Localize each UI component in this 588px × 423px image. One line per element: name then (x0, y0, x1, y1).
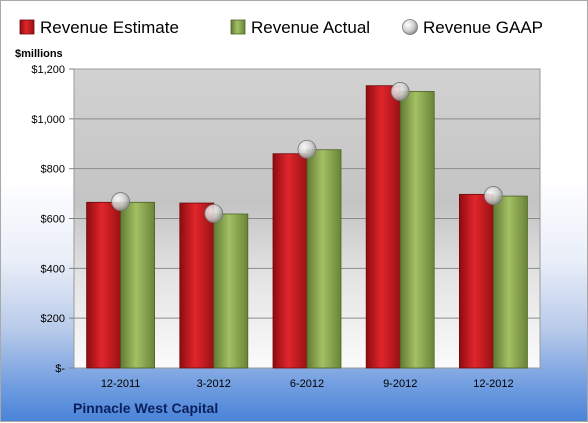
legend-label: Revenue GAAP (423, 18, 543, 37)
legend-label: Revenue Actual (251, 18, 370, 37)
y-tick-label: $- (55, 363, 65, 375)
x-tick-label: 12-2011 (101, 378, 141, 390)
bar-revenue-estimate (272, 153, 308, 369)
bars (86, 85, 528, 369)
y-tick-label: $600 (41, 214, 65, 226)
marker-revenue-gaap (483, 186, 503, 205)
bar-revenue-estimate (365, 85, 401, 369)
bar-revenue-actual (213, 213, 249, 369)
marker-revenue-gaap (297, 139, 317, 159)
y-tick-label: $800 (41, 164, 65, 176)
company-name: Pinnacle West Capital (73, 400, 218, 416)
x-tick-labels: 12-2011 3-2012 6-2012 9-2012 12-2012 (101, 378, 514, 390)
bar-revenue-actual (120, 201, 155, 369)
gaap-markers (111, 82, 503, 223)
x-tick-label: 12-2012 (473, 378, 513, 390)
marker-revenue-gaap (111, 192, 130, 211)
legend-swatch (19, 19, 35, 35)
y-tick-labels: $- $200 $400 $600 $800 $1,000 $1,200 (31, 64, 65, 375)
y-axis-units: $millions (15, 48, 63, 60)
legend-swatch (402, 19, 418, 35)
x-tick-label: 9-2012 (383, 378, 417, 390)
x-tick-label: 6-2012 (290, 378, 324, 390)
bar-revenue-actual (492, 195, 528, 369)
legend-swatch (230, 19, 246, 35)
x-tick-label: 3-2012 (197, 378, 231, 390)
legend-label: Revenue Estimate (40, 18, 179, 37)
bar-revenue-actual (399, 91, 435, 369)
y-tick-label: $200 (41, 313, 65, 325)
bar-revenue-estimate (458, 193, 494, 369)
y-tick-label: $400 (41, 263, 65, 275)
legend: Revenue Estimate Revenue Actual Revenue GA… (19, 18, 543, 37)
y-tick-label: $1,200 (31, 64, 65, 76)
marker-revenue-gaap (390, 82, 410, 101)
bar-revenue-actual (306, 149, 342, 369)
bar-revenue-estimate (86, 201, 121, 369)
marker-revenue-gaap (204, 204, 224, 223)
y-tick-label: $1,000 (31, 114, 65, 126)
bar-revenue-estimate (179, 202, 215, 369)
